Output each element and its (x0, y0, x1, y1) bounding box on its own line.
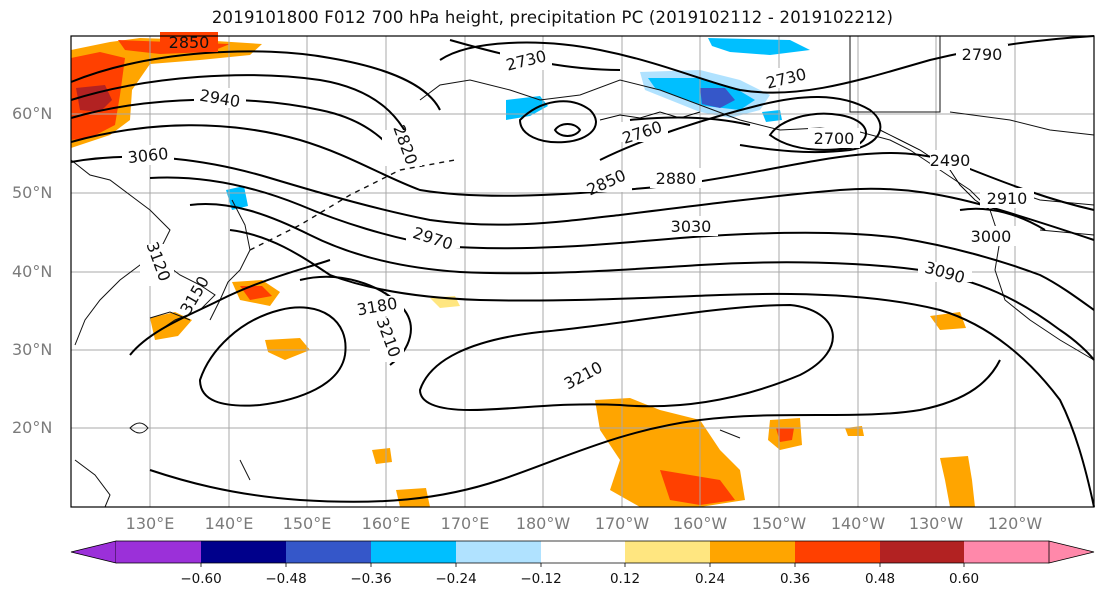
map-title: 2019101800 F012 700 hPa height, precipit… (211, 8, 894, 27)
lat-label-50n: 50°N (12, 183, 53, 202)
lat-label-20n: 20°N (12, 418, 53, 437)
contour-label-2880: 2880 (656, 169, 697, 188)
lat-label-60n: 60°N (12, 104, 53, 123)
colorbar-label-0-36: 0.36 (779, 571, 811, 587)
contour-label-2850-top: 2850 (169, 33, 210, 52)
contour-label-2790: 2790 (962, 45, 1003, 64)
lat-label-40n: 40°N (12, 262, 53, 281)
precip-negative-areas (226, 38, 810, 210)
colorbar-label-neg-0-12: −0.12 (520, 571, 562, 587)
colorbar-extend-high (1048, 540, 1095, 564)
colorbar-extend-low (70, 540, 117, 564)
lon-label-150e: 150°E (282, 514, 332, 533)
contour-label-3030: 3030 (671, 217, 712, 236)
colorbar-label-neg-0-24: −0.24 (435, 571, 477, 587)
colorbar-bin-7 (625, 541, 710, 563)
colorbar-label-0-12: 0.12 (609, 571, 641, 587)
lat-label-30n: 30°N (12, 340, 53, 359)
colorbar-bin-4 (371, 541, 456, 563)
lon-label-130e: 130°E (125, 514, 175, 533)
colorbar-bin-3 (286, 541, 371, 563)
lon-label-150w: 150°W (751, 514, 807, 533)
lon-label-130w: 130°W (908, 514, 964, 533)
colorbar-label-0-24: 0.24 (694, 571, 726, 587)
colorbar-label-0-60: 0.60 (948, 571, 980, 587)
colorbar (70, 540, 1095, 567)
lon-label-170w: 170°W (594, 514, 650, 533)
contour-label-2700: 2700 (814, 129, 855, 148)
colorbar-bin-5 (456, 541, 541, 563)
colorbar-bin-8 (710, 541, 795, 563)
lon-label-140w: 140°W (830, 514, 886, 533)
lon-label-180w: 180°W (515, 514, 571, 533)
contour-label-2490: 2490 (930, 151, 971, 170)
map-border (70, 35, 1095, 508)
lon-label-120w: 120°W (987, 514, 1043, 533)
contour-label-2910: 2910 (987, 189, 1028, 208)
lon-label-160e: 160°E (361, 514, 411, 533)
colorbar-bin-11 (964, 541, 1049, 563)
colorbar-bin-10 (880, 541, 964, 563)
colorbar-label-neg-0-48: −0.48 (265, 571, 307, 587)
colorbar-bin-2 (201, 541, 286, 563)
colorbar-label-neg-0-60: −0.60 (180, 571, 222, 587)
colorbar-label-neg-0-36: −0.36 (350, 571, 392, 587)
contour-label-3060: 3060 (127, 144, 169, 167)
lon-label-160w: 160°W (672, 514, 728, 533)
dashed-boundary (249, 159, 456, 251)
lon-label-170e: 170°E (440, 514, 490, 533)
colorbar-label-0-48: 0.48 (864, 571, 896, 587)
contour-label-3000: 3000 (971, 227, 1012, 246)
lon-label-140e: 140°E (204, 514, 254, 533)
colorbar-bin-1 (116, 541, 201, 563)
colorbar-bin-9 (795, 541, 880, 563)
colorbar-bin-6 (541, 541, 625, 563)
